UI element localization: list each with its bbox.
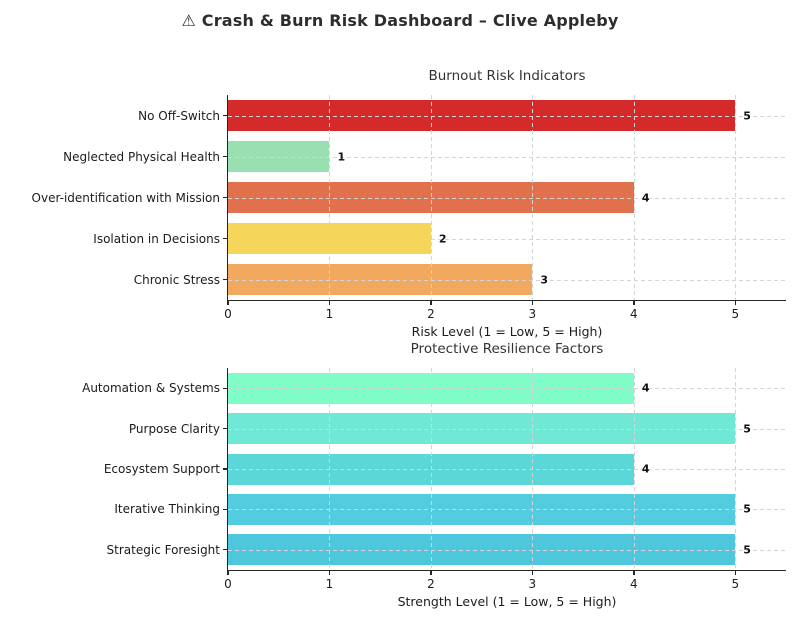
h-gridline [228,156,786,158]
y-axis-tick [222,278,227,281]
bar-value-label: 4 [641,381,650,395]
bar-value-label: 1 [337,150,346,163]
y-axis-category-label: Isolation in Decisions [93,231,220,246]
bar-value-label: 4 [641,191,650,204]
x-axis-tick-label: 4 [629,307,638,321]
plot-area: Burnout Risk Indicators No Off-Switch 5 Neg… [32,68,786,339]
x-axis-tick [734,301,736,306]
x-axis-tick [734,571,736,576]
x-axis-tick-label: 4 [629,577,638,591]
x-axis-tick [430,571,432,576]
bar-value-label: 5 [743,422,751,436]
v-gridline [329,368,331,570]
y-axis-category-label: Purpose Clarity [128,421,220,436]
y-axis-tick [222,468,227,470]
y-axis-category-label: Ecosystem Support [103,462,220,476]
y-axis-tick [222,549,227,551]
x-axis-tick [328,301,331,306]
bar-value-label: 5 [743,543,751,557]
y-axis-tick [222,196,227,199]
figure-title: ⚠ Crash & Burn Risk Dashboard – Clive Ap… [181,11,619,30]
y-axis-category-label: Strategic Foresight [106,542,220,557]
x-axis-tick-label: 3 [528,577,537,591]
x-axis-label: Risk Level (1 = Low, 5 = High) [411,324,603,339]
axes-title: Burnout Risk Indicators [428,68,586,84]
v-gridline [633,368,635,570]
x-axis-tick [531,571,534,576]
h-gridline [228,388,786,390]
h-gridline [228,279,786,281]
y-axis-tick [222,155,227,158]
x-axis-tick-label: 5 [731,577,740,591]
h-gridline [228,509,786,511]
v-gridline [532,95,534,300]
y-axis-category-label: Chronic Stress [133,272,220,287]
x-axis-tick-label: 5 [731,307,740,321]
bar-value-label: 2 [438,232,447,245]
axes-title: Protective Resilience Factors [410,341,604,357]
v-gridline [735,368,737,570]
x-axis-label: Strength Level (1 = Low, 5 = High) [397,594,617,609]
y-axis-category-label: Over-identification with Mission [31,190,220,205]
y-axis-category-label: Automation & Systems [82,381,220,396]
x-axis-tick-label: 2 [427,577,435,591]
v-gridline [735,95,737,300]
v-gridline [430,368,432,570]
h-gridline [228,197,786,199]
x-axis-tick-label: 0 [224,307,232,321]
x-axis-tick [227,301,229,306]
x-axis-tick [430,301,432,306]
v-gridline [532,368,534,570]
x-axis-tick [328,571,331,576]
v-gridline [430,95,432,300]
bar-value-label: 5 [743,109,751,122]
y-axis-category-label: Iterative Thinking [114,502,220,517]
x-axis-tick [531,301,534,306]
v-gridline [633,95,635,300]
y-axis-tick [222,114,227,117]
x-axis-tick [227,571,229,576]
y-axis-tick [222,387,227,389]
x-axis-tick-label: 1 [325,577,334,591]
plot-area: Protective Resilience Factors Automation … [82,341,786,609]
h-gridline [228,115,786,117]
y-axis-tick [222,427,227,430]
y-axis-tick [222,508,227,511]
y-axis-category-label: Neglected Physical Health [63,149,220,164]
x-axis-tick [633,571,635,576]
h-gridline [228,428,786,430]
x-axis-tick-label: 3 [528,307,537,321]
h-gridline [228,549,786,551]
x-axis-tick-label: 2 [427,307,435,321]
y-axis-tick [222,237,227,240]
x-axis-tick-label: 1 [325,307,334,321]
h-gridline [228,238,786,240]
x-axis-tick-label: 0 [224,577,232,591]
bar-value-label: 5 [743,502,751,516]
v-gridline [329,95,331,300]
h-gridline [228,469,786,470]
y-axis-category-label: No Off-Switch [138,108,220,123]
x-axis-tick [633,301,635,306]
bar-value-label: 3 [540,273,549,286]
bar-value-label: 4 [641,462,650,476]
